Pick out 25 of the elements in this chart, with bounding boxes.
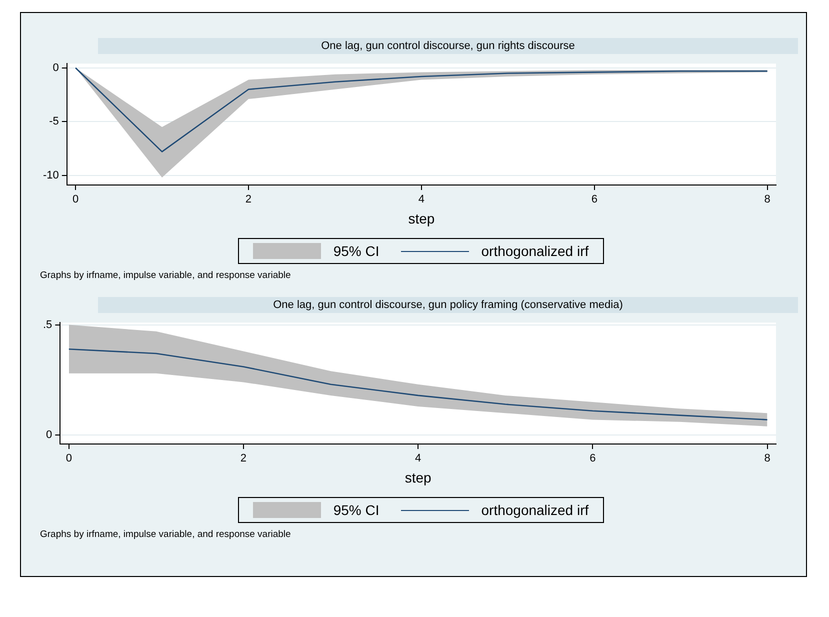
x-tick-label: 6 (591, 194, 598, 206)
x-tick-label: 0 (72, 194, 79, 206)
chart-title: One lag, gun control discourse, gun rights discourse (98, 38, 798, 54)
text: 95% CI (333, 243, 380, 259)
x-tick-label: 6 (590, 452, 596, 465)
x-axis-title: step (408, 210, 435, 226)
y-tick-label: -10 (42, 169, 59, 182)
x-tick-label: 8 (764, 194, 770, 206)
chart-title: One lag, gun control discourse, gun policy framing (conservative media) (98, 297, 798, 313)
y-tick-label: 0 (46, 429, 52, 442)
x-tick-label: 0 (66, 452, 72, 465)
x-tick-label: 8 (764, 452, 770, 465)
x-tick-label: 4 (418, 194, 425, 206)
text: Graphs by irfname, impulse variable, and response variable (40, 529, 292, 540)
y-tick-label: 0 (52, 62, 59, 74)
text: Graphs by irfname, impulse variable, and response variable (40, 270, 292, 281)
x-tick-label: 2 (245, 194, 252, 206)
x-tick-label: 4 (415, 452, 422, 465)
legend-label: orthogonalized irf (481, 502, 589, 518)
y-tick-label: .5 (42, 318, 52, 331)
y-tick-label: -5 (49, 116, 59, 128)
x-tick-label: 2 (240, 452, 247, 465)
legend-label: orthogonalized irf (481, 243, 589, 259)
text: 95% CI (333, 502, 380, 518)
x-axis-title: step (404, 469, 432, 486)
